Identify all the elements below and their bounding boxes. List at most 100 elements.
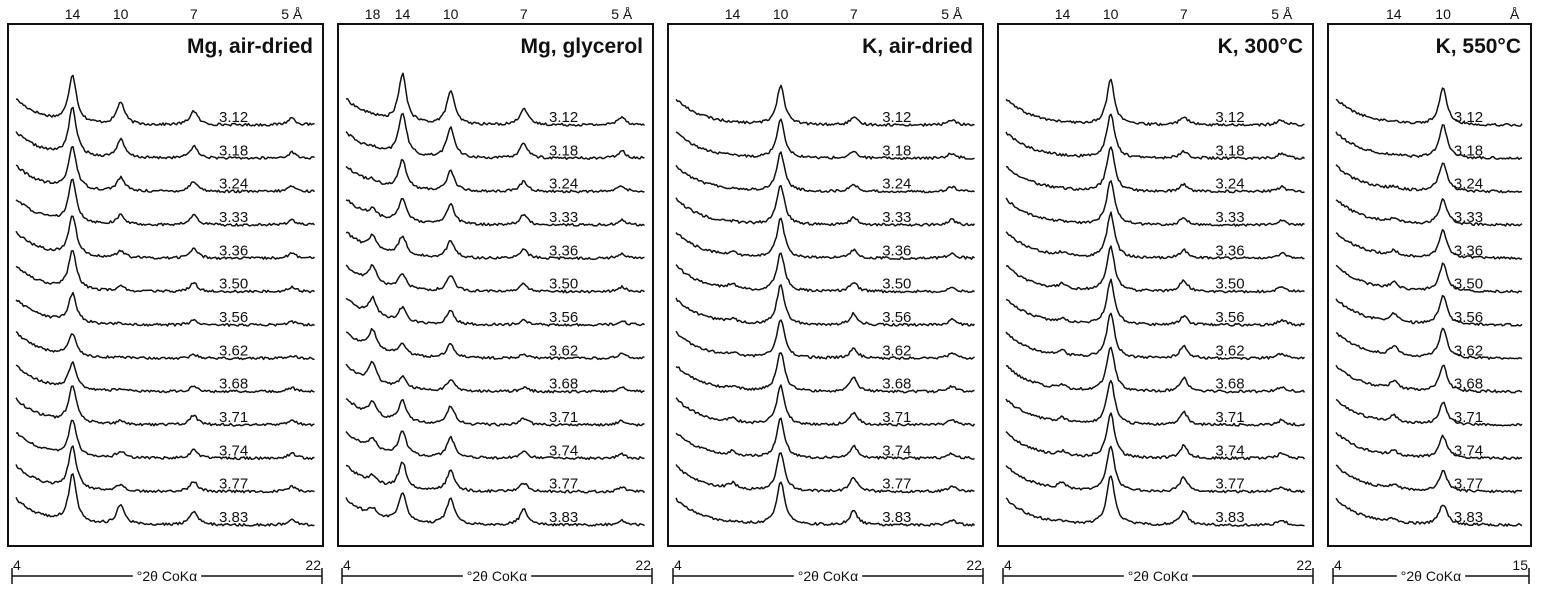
xrd-trace-3.62 [675, 319, 975, 361]
trace-label: 3.56 [882, 309, 911, 326]
xrd-trace-3.71 [1005, 379, 1306, 427]
xrd-trace-3.24 [1335, 162, 1522, 194]
panel-frame [1327, 23, 1532, 547]
xrd-trace-3.77 [345, 461, 646, 494]
x-axis-max: 22 [1296, 557, 1312, 573]
trace-label: 3.71 [1454, 409, 1483, 426]
panel-frame [997, 23, 1314, 547]
trace-label: 3.50 [1215, 276, 1244, 293]
xrd-trace-3.68 [345, 360, 645, 394]
trace-label: 3.24 [1454, 176, 1483, 193]
xrd-trace-3.56 [1335, 294, 1523, 327]
trace-label: 3.12 [882, 109, 911, 126]
x-axis-title-gap [132, 574, 202, 578]
xrd-trace-3.50 [15, 250, 315, 294]
x-axis-min: 4 [13, 557, 21, 573]
trace-label: 3.24 [549, 176, 578, 193]
trace-label: 3.68 [549, 376, 578, 393]
trace-label: 3.68 [882, 376, 911, 393]
xrd-trace-3.68 [15, 361, 315, 394]
xrd-trace-3.12 [345, 72, 646, 127]
xrd-trace-3.50 [1005, 245, 1305, 294]
panel-frame [7, 23, 324, 547]
trace-label: 3.50 [219, 276, 248, 293]
d-spacing-label: 10 [1435, 6, 1451, 22]
xrd-trace-3.83 [675, 481, 976, 527]
xrd-trace-3.33 [1335, 198, 1523, 227]
xrd-trace-3.71 [1335, 398, 1523, 427]
xrd-trace-3.74 [675, 417, 975, 461]
trace-label: 3.18 [549, 142, 578, 159]
xrd-trace-3.12 [1335, 87, 1523, 127]
trace-label: 3.83 [549, 509, 578, 526]
d-spacing-label: 7 [1180, 6, 1188, 22]
d-spacing-label: 14 [725, 6, 741, 22]
xrd-trace-3.33 [675, 184, 976, 227]
x-axis-max: 15 [1512, 557, 1528, 573]
trace-label: 3.62 [1215, 342, 1244, 359]
trace-label: 3.62 [219, 342, 248, 359]
x-axis-title: °2θ CoKα [1128, 568, 1188, 584]
xrd-trace-3.18 [345, 112, 645, 161]
angstrom-label: 5 Å [611, 6, 633, 22]
xrd-trace-3.24 [345, 159, 645, 194]
trace-label: 3.68 [1454, 376, 1483, 393]
trace-label: 3.33 [1215, 209, 1244, 226]
trace-label: 3.36 [1454, 242, 1483, 259]
xrd-trace-3.56 [345, 295, 645, 327]
trace-label: 3.74 [1215, 442, 1244, 459]
xrd-trace-3.77 [675, 452, 975, 494]
trace-label: 3.24 [1215, 176, 1244, 193]
xrd-trace-3.74 [15, 419, 315, 461]
trace-label: 3.18 [882, 142, 911, 159]
panel-1: Mg, air-dried 14 10 7 5 Å 3.12 3.18 3.24 3.33 3.3… [7, 6, 324, 584]
x-axis-title-gap [793, 574, 863, 578]
trace-label: 3.83 [882, 509, 911, 526]
x-axis-min: 4 [1334, 557, 1342, 573]
x-axis-min: 4 [1004, 557, 1012, 573]
x-axis-max: 22 [635, 557, 651, 573]
xrd-trace-3.50 [1335, 262, 1523, 294]
xrd-trace-3.68 [1005, 346, 1306, 394]
panel-title: K, 550°C [1436, 35, 1521, 58]
trace-label: 3.77 [882, 476, 911, 493]
x-axis-title-gap [1396, 574, 1466, 578]
trace-label: 3.12 [1215, 109, 1244, 126]
xrd-trace-3.36 [675, 217, 975, 261]
xrd-trace-3.56 [15, 291, 315, 327]
xrd-trace-3.18 [1005, 113, 1305, 161]
xrd-trace-3.12 [15, 74, 315, 127]
panel-title: Mg, glycerol [520, 35, 643, 58]
xrd-trace-3.33 [345, 197, 645, 227]
trace-label: 3.74 [1454, 442, 1483, 459]
xrd-trace-3.50 [675, 252, 975, 294]
d-spacing-label: 18 [365, 6, 381, 22]
trace-label: 3.56 [1454, 309, 1483, 326]
trace-label: 3.77 [219, 476, 248, 493]
x-axis-title-gap [462, 574, 532, 578]
trace-label: 3.36 [549, 242, 578, 259]
xrd-trace-3.12 [675, 84, 975, 127]
xrd-trace-3.50 [345, 264, 645, 294]
trace-label: 3.56 [219, 309, 248, 326]
d-spacing-label: 10 [1103, 6, 1119, 22]
xrd-trace-3.24 [1005, 146, 1305, 194]
trace-label: 3.36 [882, 242, 911, 259]
trace-label: 3.74 [219, 442, 248, 459]
trace-label: 3.50 [549, 276, 578, 293]
trace-label: 3.18 [219, 142, 248, 159]
angstrom-label: 5 Å [1271, 6, 1293, 22]
trace-label: 3.33 [882, 209, 911, 226]
xrd-trace-3.12 [1005, 78, 1305, 127]
trace-label: 3.77 [1454, 476, 1483, 493]
trace-label: 3.74 [882, 442, 911, 459]
panel-3: K, air-dried 14 10 7 5 Å 3.12 3.18 3.24 3.33 3.36… [667, 6, 984, 584]
x-axis-title: °2θ CoKα [137, 568, 197, 584]
d-spacing-label: 14 [395, 6, 411, 22]
xrd-trace-3.74 [1335, 431, 1523, 461]
trace-label: 3.83 [1215, 509, 1244, 526]
trace-label: 3.50 [882, 276, 911, 293]
xrd-trace-3.56 [675, 284, 975, 327]
x-axis-min: 4 [343, 557, 351, 573]
d-spacing-label: 10 [773, 6, 789, 22]
